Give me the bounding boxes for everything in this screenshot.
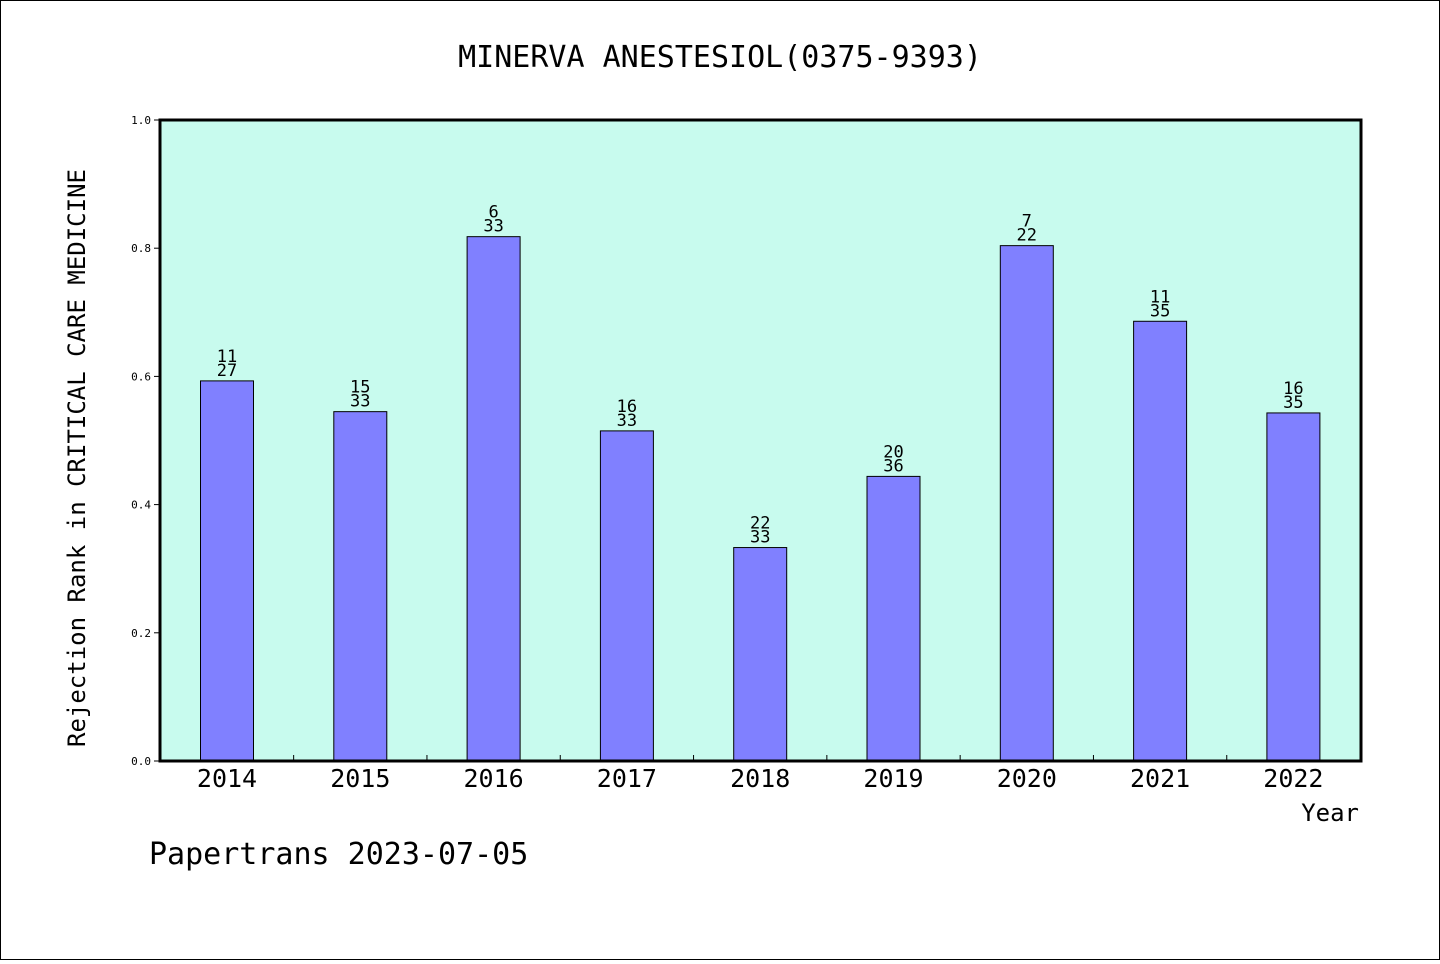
bar-label-total: 35 [1150, 301, 1170, 321]
bar-2021 [1133, 320, 1188, 762]
bar-2016 [466, 236, 521, 762]
x-tick-label: 2021 [1130, 764, 1190, 793]
x-tick-label: 2017 [597, 764, 657, 793]
bar-label-rank: 7 [1022, 212, 1032, 232]
bar-label-rank: 16 [617, 397, 637, 417]
bar-label-rank: 16 [1283, 379, 1303, 399]
y-tick-label: 0.6 [131, 370, 151, 383]
x-tick-label: 2022 [1263, 764, 1323, 793]
chart-title: MINERVA ANESTESIOL(0375-9393) [458, 40, 982, 75]
footer-credit: Papertrans 2023-07-05 [149, 837, 528, 872]
bar-label-total: 33 [350, 392, 370, 412]
bar-label-rank: 20 [883, 442, 903, 462]
y-tick-label: 0.4 [131, 499, 151, 512]
bar-2014 [200, 380, 254, 762]
y-tick-label: 0.2 [131, 627, 151, 640]
bar-label-total: 27 [217, 361, 237, 381]
plot-border [158, 118, 1363, 763]
bar-2018 [733, 547, 788, 762]
x-tick-label: 2015 [330, 764, 390, 793]
bar-2015 [333, 411, 388, 762]
bar-label-total: 33 [617, 411, 637, 431]
x-tick-label: 2016 [463, 764, 523, 793]
x-tick-label: 2019 [863, 764, 923, 793]
bar-label-total: 35 [1283, 393, 1303, 413]
y-tick-label: 0.0 [131, 755, 151, 768]
bar-label-total: 22 [1017, 226, 1037, 246]
bar-2022 [1266, 412, 1321, 762]
bar-label-rank: 6 [488, 203, 498, 223]
bar-2017 [599, 430, 654, 762]
x-tick-label: 2020 [997, 764, 1057, 793]
x-tick-label: 2014 [197, 764, 257, 793]
bar-label-total: 33 [483, 217, 503, 237]
bar-label-total: 33 [750, 528, 770, 548]
bar-2020 [999, 245, 1054, 762]
bar-label-rank: 22 [750, 514, 770, 534]
x-axis-label: Year [1301, 799, 1359, 827]
bar-label-rank: 15 [350, 378, 370, 398]
bar-2019 [866, 475, 921, 762]
bar-label-total: 36 [883, 456, 903, 476]
bar-label-rank: 11 [217, 347, 237, 367]
bar-label-rank: 11 [1150, 287, 1170, 307]
y-tick-label: 1.0 [131, 114, 151, 127]
x-tick-label: 2018 [730, 764, 790, 793]
y-axis-label: Rejection Rank in CRITICAL CARE MEDICINE [63, 169, 91, 747]
y-tick-label: 0.8 [131, 242, 151, 255]
